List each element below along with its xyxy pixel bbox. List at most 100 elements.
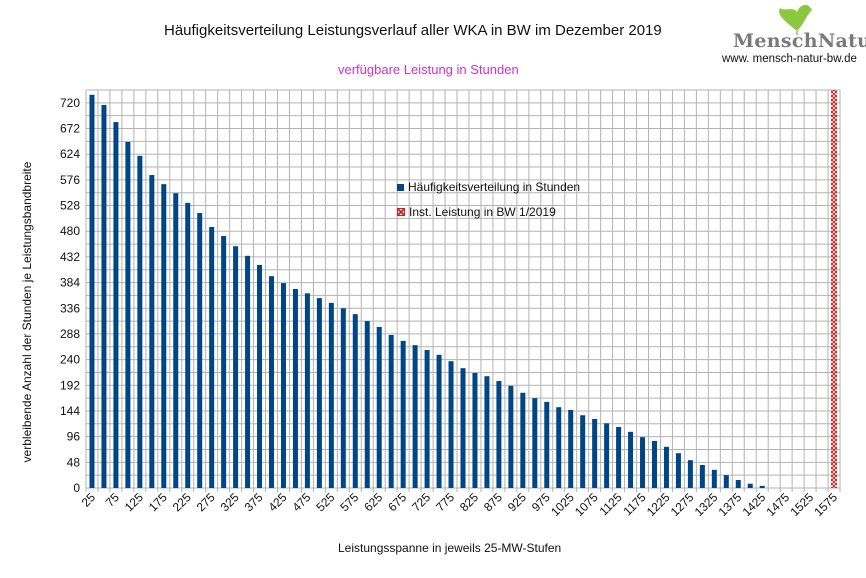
y-tick-label: 432 [60, 250, 80, 264]
bar [484, 376, 490, 488]
x-tick-label: 775 [433, 490, 457, 514]
bar [173, 193, 179, 488]
bar [580, 415, 586, 488]
bar [221, 236, 227, 488]
x-tick-label: 1275 [668, 490, 697, 519]
x-tick-label: 675 [385, 490, 409, 514]
bar [723, 475, 729, 488]
x-tick-label: 1175 [620, 490, 648, 518]
bar [280, 283, 286, 488]
x-tick-label: 375 [242, 490, 266, 514]
legend-label: Inst. Leistung in BW 1/2019 [409, 205, 556, 219]
bar [604, 423, 610, 488]
x-tick-label: 525 [313, 490, 337, 514]
bar [735, 479, 741, 488]
x-tick-label: 1575 [811, 490, 840, 519]
y-tick-label: 0 [73, 481, 80, 495]
bar [185, 202, 191, 488]
bar [675, 453, 681, 488]
bar [699, 464, 705, 488]
x-tick-label: 625 [361, 490, 385, 514]
bar [257, 264, 263, 488]
x-axis-ticks: 25 75 125 175 225 275 325 375 425 475 525 575 625 675… [79, 490, 841, 519]
bar [352, 314, 358, 488]
bar [149, 175, 155, 488]
bar [592, 418, 598, 488]
x-tick-label: 475 [289, 490, 313, 514]
x-tick-label: 1225 [644, 490, 673, 519]
x-tick-label: 25 [79, 490, 99, 510]
bar [101, 104, 107, 489]
bar [113, 122, 119, 488]
x-axis-label: Leistungsspanne in jeweils 25-MW-Stufen [338, 541, 562, 555]
bar [233, 246, 239, 488]
y-tick-label: 528 [60, 199, 80, 213]
chart-title-text: Häufigkeitsverteilung Leistungsverlauf a… [164, 22, 662, 39]
bar [304, 293, 310, 488]
x-tick-label: 1425 [740, 490, 769, 519]
bar [137, 155, 143, 488]
y-tick-label: 624 [60, 147, 80, 161]
x-tick-label: 725 [409, 490, 433, 514]
bar [663, 446, 669, 488]
bar [472, 372, 478, 488]
bar [316, 298, 322, 488]
bar [292, 289, 298, 488]
bar [436, 354, 442, 488]
y-tick-label: 336 [60, 301, 80, 315]
logo-text: MenschNatur [733, 30, 866, 52]
bar [400, 340, 406, 488]
bar [269, 276, 275, 488]
x-tick-label: 1325 [692, 490, 721, 519]
bar [640, 437, 646, 488]
bar [364, 321, 370, 488]
bar [711, 469, 717, 488]
x-tick-label: 425 [266, 490, 290, 514]
bar [340, 308, 346, 488]
legend-item-inst: Inst. Leistung in BW 1/2019 [397, 205, 556, 219]
y-tick-label: 672 [60, 122, 80, 136]
x-tick-label: 1125 [597, 490, 625, 518]
x-tick-label: 275 [194, 490, 218, 514]
bar [520, 392, 526, 488]
y-tick-label: 384 [60, 276, 80, 290]
x-tick-label: 875 [481, 490, 505, 514]
y-axis-ticks: 0 48 96 144 192 240 288 336 384 432 480 528 576 624 67… [60, 96, 80, 495]
bar [747, 483, 753, 488]
x-tick-label: 125 [122, 490, 146, 514]
bar [376, 326, 382, 488]
x-tick-label: 1075 [572, 490, 601, 519]
bar [759, 485, 765, 488]
bar [412, 345, 418, 488]
bar [532, 398, 538, 488]
y-tick-label: 720 [60, 96, 80, 110]
bar [161, 184, 167, 488]
x-tick-label: 1025 [548, 490, 577, 519]
legend-swatch-inst [397, 208, 405, 216]
bar [544, 401, 550, 488]
bar [628, 431, 634, 488]
y-tick-label: 480 [60, 224, 80, 238]
bar [556, 407, 562, 488]
bar [388, 335, 394, 488]
x-tick-label: 575 [337, 490, 361, 514]
bar [197, 213, 203, 488]
y-tick-label: 48 [67, 455, 81, 469]
bar [89, 94, 95, 488]
x-tick-label: 1475 [763, 490, 792, 519]
y-tick-label: 96 [67, 430, 81, 444]
y-tick-label: 576 [60, 173, 80, 187]
bar [245, 255, 251, 488]
x-tick-label: 925 [505, 490, 529, 514]
y-tick-label: 240 [60, 353, 80, 367]
bar [496, 381, 502, 488]
y-axis-label: verbleibende Anzahl der Stunden je Leist… [20, 161, 34, 463]
bar [424, 349, 430, 488]
bar [448, 361, 454, 488]
x-tick-label: 325 [218, 490, 242, 514]
x-tick-label: 225 [170, 490, 194, 514]
bar [651, 440, 657, 488]
legend-label: Häufigkeitsverteilung in Stunden [408, 180, 581, 194]
